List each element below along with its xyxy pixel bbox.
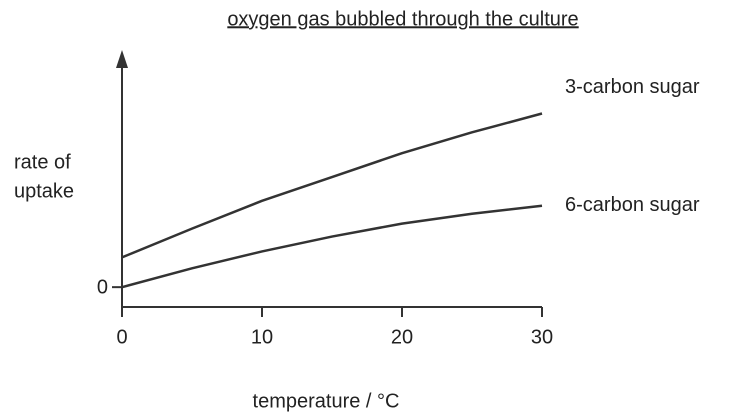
line-series [121,112,543,259]
line-series [121,204,543,289]
y-axis-label: uptake [14,180,74,202]
y-axis-label: rate of [14,151,71,173]
series-label: 6-carbon sugar [565,194,700,216]
y-axis-arrow [116,50,128,68]
x-tick-label: 20 [391,326,413,348]
series-label: 3-carbon sugar [565,76,700,98]
x-tick-label: 0 [116,326,127,348]
x-tick-label: 10 [251,326,273,348]
y-tick-label: 0 [97,276,108,298]
x-tick-label: 30 [531,326,553,348]
x-axis-label: temperature / °C [253,390,400,412]
chart-title: oxygen gas bubbled through the culture [227,8,578,30]
